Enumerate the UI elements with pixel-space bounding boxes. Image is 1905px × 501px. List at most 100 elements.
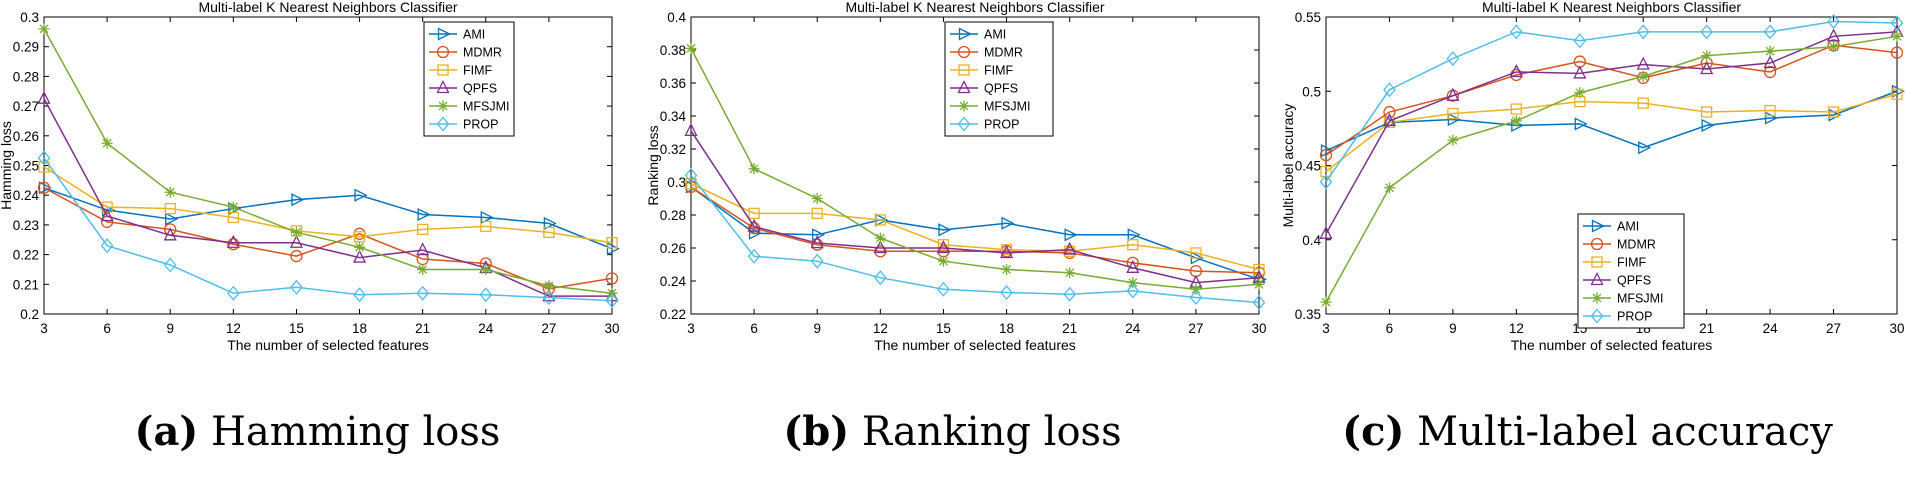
series-line bbox=[1325, 93, 1898, 173]
x-tick-label: 3 bbox=[1322, 321, 1330, 336]
data-point bbox=[353, 249, 367, 263]
y-tick-label: 0.32 bbox=[660, 142, 686, 157]
x-tick-label: 21 bbox=[415, 321, 430, 336]
data-point bbox=[1383, 116, 1396, 129]
legend-box bbox=[423, 21, 515, 137]
y-axis-label: Multi-label accuracy bbox=[1280, 104, 1296, 228]
series-line bbox=[690, 186, 1260, 281]
chart-ranking-loss: Multi-label K Nearest Neighbors Classifi… bbox=[645, 0, 1267, 353]
data-point bbox=[543, 226, 555, 238]
x-tick-label: 24 bbox=[1125, 321, 1141, 336]
y-tick-label: 0.45 bbox=[1295, 159, 1321, 174]
caption-text: Hamming loss bbox=[211, 409, 501, 455]
series-line bbox=[1325, 44, 1898, 156]
data-point bbox=[1763, 55, 1777, 69]
data-point bbox=[1447, 112, 1461, 127]
data-point bbox=[416, 242, 430, 256]
x-tick-label: 3 bbox=[687, 321, 695, 336]
data-point bbox=[1636, 24, 1650, 40]
x-tick-label: 24 bbox=[478, 321, 494, 336]
x-tick-label: 27 bbox=[541, 321, 556, 336]
x-tick-label: 9 bbox=[166, 321, 174, 336]
data-point bbox=[811, 207, 823, 220]
data-point bbox=[605, 272, 619, 285]
data-point bbox=[685, 42, 697, 54]
data-point bbox=[748, 226, 763, 240]
legend-marker bbox=[1590, 308, 1604, 324]
data-point bbox=[1063, 286, 1077, 302]
series-line bbox=[1325, 35, 1898, 303]
series-line bbox=[690, 174, 1260, 304]
series-prop bbox=[37, 150, 619, 309]
y-tick-label: 0.27 bbox=[13, 99, 39, 114]
y-axis-label: Hamming loss bbox=[0, 121, 14, 210]
legend-marker bbox=[958, 100, 970, 112]
y-tick-label: 0.28 bbox=[660, 208, 686, 223]
legend-box bbox=[1577, 213, 1685, 329]
x-tick-label: 15 bbox=[936, 321, 951, 336]
x-axis-label: The number of selected features bbox=[1511, 337, 1713, 353]
x-tick-label: 6 bbox=[1386, 321, 1394, 336]
data-point bbox=[938, 223, 952, 237]
series-mfsjmi bbox=[1320, 30, 1903, 308]
data-point bbox=[1320, 165, 1332, 178]
legend-marker bbox=[436, 80, 450, 94]
x-tick-label: 30 bbox=[604, 321, 619, 336]
data-point bbox=[417, 207, 431, 222]
data-point bbox=[163, 227, 177, 241]
caption-ranking-loss: (b) Ranking loss bbox=[635, 408, 1270, 455]
series-mdmr bbox=[684, 180, 1266, 279]
data-point bbox=[1510, 68, 1523, 82]
data-point bbox=[1763, 65, 1777, 79]
data-point bbox=[38, 161, 50, 173]
data-point bbox=[1319, 225, 1333, 239]
data-point bbox=[874, 232, 886, 244]
data-point bbox=[748, 207, 760, 220]
legend-label: PROP bbox=[984, 118, 1019, 132]
legend-marker bbox=[957, 45, 971, 59]
data-point bbox=[1700, 61, 1714, 75]
data-point bbox=[937, 255, 949, 267]
series-prop bbox=[1319, 13, 1904, 190]
x-axis-label: The number of selected features bbox=[874, 337, 1076, 353]
x-tick-label: 15 bbox=[289, 321, 304, 336]
data-point bbox=[165, 212, 179, 226]
series-ami bbox=[38, 181, 620, 256]
data-point bbox=[810, 253, 824, 269]
y-tick-label: 0.21 bbox=[13, 277, 39, 292]
data-point bbox=[1638, 141, 1652, 155]
legend-label: FIMF bbox=[1617, 256, 1647, 270]
data-point bbox=[1383, 82, 1396, 98]
data-point bbox=[38, 181, 52, 195]
series-qpfs bbox=[37, 90, 619, 302]
data-point bbox=[1320, 296, 1332, 308]
data-point bbox=[1190, 247, 1202, 259]
data-point bbox=[937, 239, 950, 251]
data-point bbox=[1701, 50, 1713, 62]
legend-label: AMI bbox=[463, 28, 485, 42]
data-point bbox=[1447, 107, 1459, 120]
x-tick-label: 3 bbox=[40, 321, 48, 336]
data-point bbox=[1252, 294, 1266, 310]
data-point bbox=[1319, 148, 1333, 162]
data-point bbox=[1574, 117, 1588, 131]
data-point bbox=[290, 226, 302, 238]
data-point bbox=[480, 210, 494, 225]
data-point bbox=[811, 238, 824, 251]
data-point bbox=[37, 90, 51, 104]
data-point bbox=[38, 23, 50, 35]
series-line bbox=[690, 186, 1260, 274]
chart-title: Multi-label K Nearest Neighbors Classifi… bbox=[198, 0, 457, 15]
plot-area bbox=[43, 16, 613, 315]
data-point bbox=[163, 257, 177, 273]
data-point bbox=[1063, 241, 1077, 255]
legend-label: PROP bbox=[1617, 310, 1652, 324]
data-point bbox=[1891, 30, 1903, 42]
series-mfsjmi bbox=[685, 42, 1265, 295]
legend-label: AMI bbox=[984, 28, 1006, 42]
legend-marker bbox=[437, 100, 449, 112]
y-tick-label: 0.22 bbox=[660, 307, 686, 322]
data-point bbox=[100, 208, 114, 222]
legend-label: FIMF bbox=[984, 64, 1014, 78]
data-point bbox=[1827, 106, 1840, 118]
